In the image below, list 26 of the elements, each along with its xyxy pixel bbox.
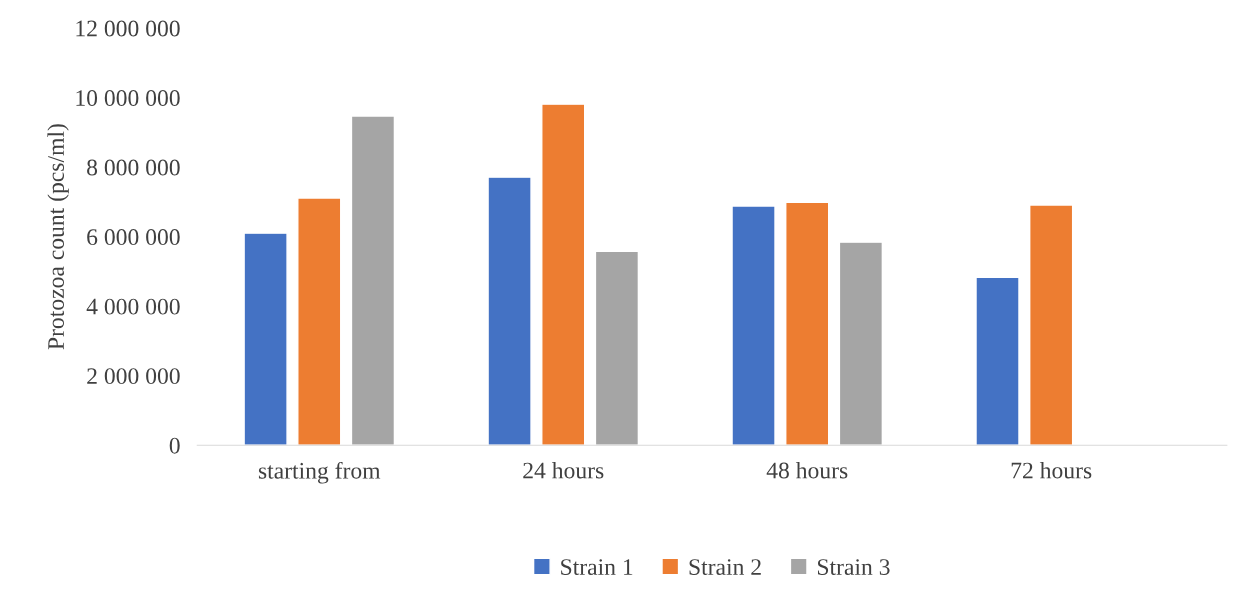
y-tick-label: 10 000 000	[76, 90, 180, 106]
bar	[350, 115, 396, 446]
x-tick-label: starting from	[258, 461, 381, 484]
x-tick-label: 48 hours	[766, 461, 848, 479]
x-tick-label: 72 hours	[1011, 461, 1092, 479]
legend-label: Strain 1	[561, 559, 633, 576]
y-tick-label: 6 000 000	[87, 229, 180, 246]
legend-label: Strain 2	[689, 559, 761, 576]
bar	[1029, 204, 1074, 446]
bar	[243, 232, 288, 446]
y-tick-label: 0	[169, 437, 180, 454]
bar	[838, 241, 884, 446]
bar	[297, 197, 342, 446]
bar	[785, 201, 830, 446]
y-tick-label: 8 000 000	[87, 159, 180, 176]
bar	[731, 205, 776, 446]
bar	[975, 276, 1020, 446]
x-tick-label: 24 hours	[523, 461, 604, 479]
legend-label: Strain 3	[817, 559, 890, 576]
bar	[594, 250, 640, 446]
bar	[541, 103, 586, 446]
y-tick-label: 12 000 000	[76, 20, 180, 37]
y-axis-title: Protozoa count (pcs/ml)	[47, 124, 69, 350]
bar	[487, 176, 532, 446]
y-tick-label: 4 000 000	[86, 298, 180, 315]
y-tick-label: 2 000 000	[87, 368, 180, 385]
